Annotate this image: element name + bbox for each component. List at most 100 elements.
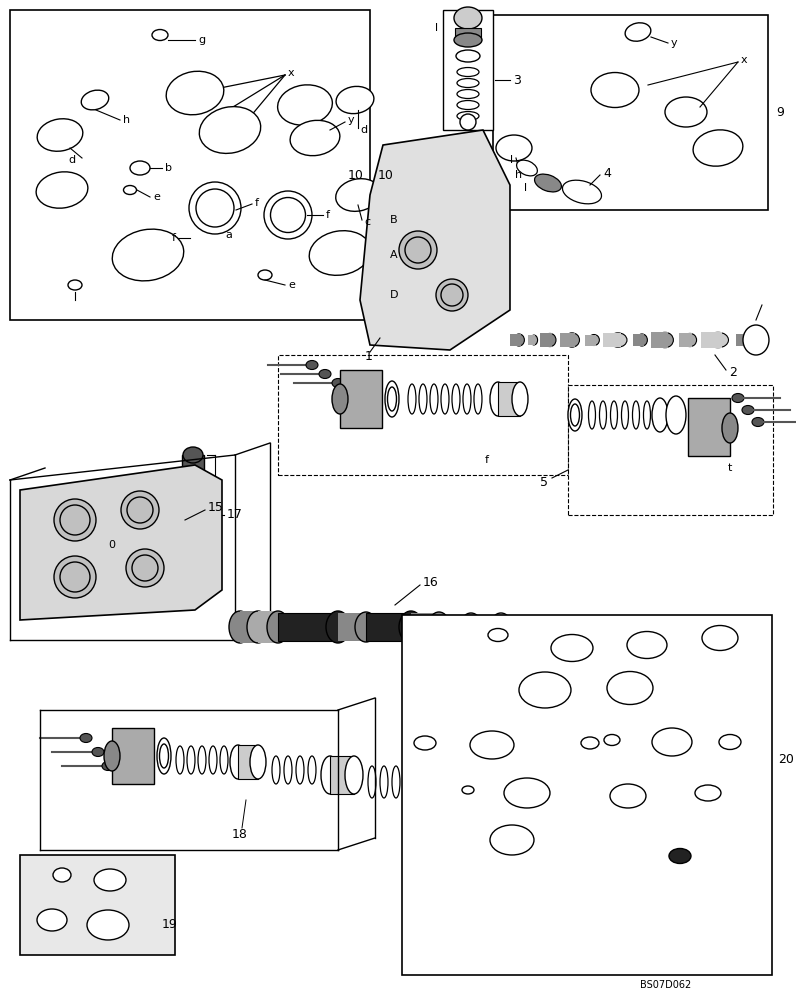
Ellipse shape [588,401,595,429]
Ellipse shape [633,401,639,429]
Ellipse shape [457,112,479,121]
Ellipse shape [92,747,104,756]
Text: h: h [515,170,522,180]
Bar [112,728,154,784]
Ellipse shape [457,79,479,88]
Ellipse shape [604,734,620,745]
Bar [432,772,474,828]
Text: y: y [348,115,354,125]
Bar [633,334,644,346]
Text: y: y [671,38,677,48]
Ellipse shape [264,191,312,239]
Ellipse shape [410,766,426,804]
Bar [411,613,439,641]
Ellipse shape [588,335,599,346]
Text: h: h [123,115,130,125]
Text: t: t [728,463,732,473]
Text: 0: 0 [108,540,115,550]
Bar [340,370,382,428]
Text: 10: 10 [378,169,394,182]
Bar [10,10,370,320]
Ellipse shape [123,186,136,195]
Ellipse shape [452,384,460,414]
Ellipse shape [126,549,164,587]
Ellipse shape [336,86,374,114]
Ellipse shape [186,494,200,508]
Ellipse shape [544,333,556,347]
Ellipse shape [622,401,629,429]
Text: 1: 1 [365,350,373,363]
Ellipse shape [321,756,339,794]
Bar [603,333,621,347]
Ellipse shape [267,611,289,643]
Ellipse shape [512,382,528,416]
Bar [568,385,773,515]
Ellipse shape [530,335,537,345]
Bar [471,615,501,639]
Ellipse shape [428,612,450,642]
Text: 17: 17 [227,508,243,521]
Text: 4: 4 [603,167,611,180]
Ellipse shape [568,399,582,431]
Ellipse shape [456,50,480,62]
Ellipse shape [609,333,627,347]
Ellipse shape [413,772,423,798]
Text: 15: 15 [208,501,224,514]
Ellipse shape [199,107,260,153]
Polygon shape [20,855,175,955]
Ellipse shape [53,868,71,882]
Ellipse shape [490,825,534,855]
Ellipse shape [708,332,728,348]
Ellipse shape [183,447,203,463]
Bar [651,332,668,348]
Bar [528,335,535,345]
Ellipse shape [693,130,743,166]
Ellipse shape [306,361,318,370]
Ellipse shape [258,270,272,280]
Text: f: f [172,233,176,243]
Ellipse shape [81,90,109,110]
Ellipse shape [551,634,593,661]
Ellipse shape [296,756,304,784]
Ellipse shape [326,611,350,643]
Text: 18: 18 [232,828,248,841]
Ellipse shape [719,734,741,749]
Bar [510,334,521,346]
Bar [439,615,471,639]
Bar [455,28,481,40]
Ellipse shape [454,33,482,47]
Ellipse shape [657,332,673,348]
Ellipse shape [625,23,651,41]
Ellipse shape [355,612,377,642]
Ellipse shape [60,505,90,535]
Text: b: b [165,163,172,173]
Ellipse shape [309,231,371,275]
Ellipse shape [319,370,331,379]
Ellipse shape [490,382,506,416]
Ellipse shape [405,237,431,263]
Text: x: x [741,55,747,65]
Ellipse shape [476,775,488,784]
Ellipse shape [702,625,738,650]
Bar [402,615,772,975]
Ellipse shape [610,784,646,808]
Text: x: x [288,68,295,78]
Text: l: l [510,155,513,165]
Ellipse shape [278,85,333,125]
Ellipse shape [666,396,686,434]
Ellipse shape [454,7,482,29]
Bar [560,333,575,347]
Bar [688,398,730,456]
Ellipse shape [80,733,92,742]
Bar [498,382,520,416]
Ellipse shape [695,785,721,801]
Bar [278,613,338,641]
Ellipse shape [571,404,579,426]
Ellipse shape [183,480,203,494]
Ellipse shape [336,179,380,211]
Text: g: g [198,35,205,45]
Ellipse shape [517,160,537,176]
Ellipse shape [414,736,436,750]
Ellipse shape [441,284,463,306]
Ellipse shape [284,756,292,784]
